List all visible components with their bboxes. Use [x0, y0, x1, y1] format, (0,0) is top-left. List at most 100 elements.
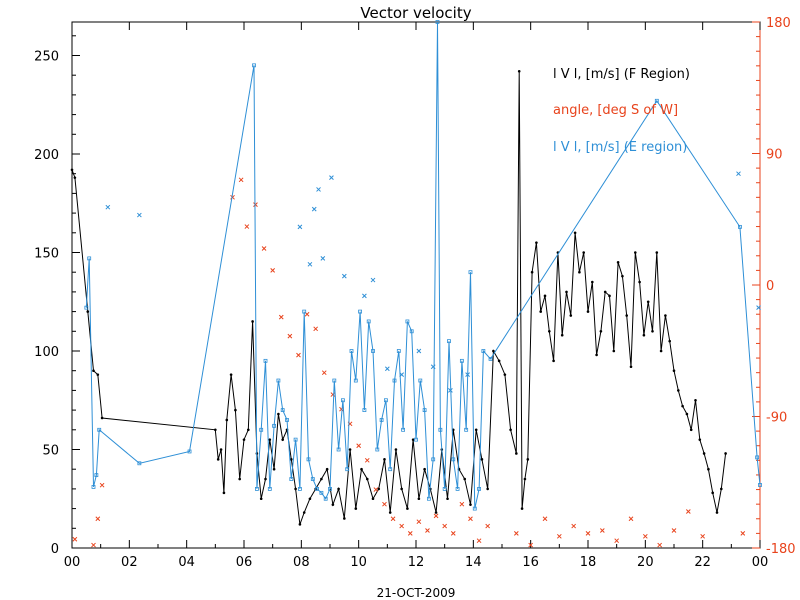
angle-marker	[95, 516, 101, 522]
series-point	[400, 487, 403, 491]
series-point	[73, 176, 77, 179]
series-point	[219, 448, 223, 451]
angle-marker	[476, 538, 482, 544]
series-point	[654, 98, 659, 103]
series-point	[418, 378, 423, 383]
y-tick-label: 50	[42, 443, 59, 458]
series-point	[565, 290, 568, 294]
series-point	[323, 496, 328, 501]
series-point	[523, 477, 527, 481]
series-point	[472, 506, 477, 511]
axis-ticks: 00 02 04 06 08 10 12 14 16 18 20 22 0005010015020025…	[34, 16, 795, 570]
y-tick-label: 200	[34, 148, 59, 163]
angle-marker	[450, 531, 456, 536]
series-point	[281, 438, 285, 441]
series-point	[625, 314, 628, 317]
series-point	[252, 63, 256, 68]
angle-marker	[657, 542, 663, 548]
series-point	[365, 477, 369, 481]
series-point	[377, 487, 381, 491]
series-point	[229, 373, 233, 376]
series-point	[254, 486, 259, 491]
angle-marker	[399, 523, 405, 529]
angle-marker	[459, 501, 465, 507]
y2-tick-label: 90	[766, 148, 783, 163]
series-point	[595, 353, 598, 357]
series-point	[463, 477, 467, 481]
series-point	[388, 511, 392, 514]
series-point	[480, 458, 484, 461]
x-tick-label: 22	[694, 555, 711, 570]
e-region-marker	[341, 273, 347, 279]
series-point	[621, 274, 624, 278]
series-point	[481, 349, 486, 353]
series-point	[755, 455, 760, 460]
series-point	[446, 497, 449, 501]
angle-marker	[313, 326, 319, 332]
series-point	[264, 477, 267, 481]
series-line	[71, 71, 727, 525]
e-region-marker	[430, 364, 436, 370]
series-point	[591, 280, 594, 284]
angle-marker	[628, 516, 634, 522]
e-region-marker	[329, 175, 334, 180]
angle-marker	[700, 533, 706, 539]
series-point	[497, 359, 501, 363]
series-point	[616, 261, 620, 264]
series-point	[715, 511, 719, 514]
series-point	[464, 427, 469, 432]
series-point	[503, 373, 507, 376]
x-tick-label: 08	[293, 555, 310, 570]
series-point	[642, 333, 646, 337]
series-point	[447, 339, 451, 344]
angle-marker	[356, 443, 362, 449]
angle-marker	[585, 531, 591, 536]
series-point	[251, 320, 254, 323]
legend-angle: angle, [deg S of W]	[553, 103, 678, 118]
series-point	[242, 438, 246, 441]
series-point	[396, 349, 401, 353]
series-point	[394, 448, 398, 451]
y-tick-label: 100	[34, 345, 59, 360]
series-point	[259, 497, 263, 501]
e-region-marker	[448, 388, 453, 393]
y-tick-label: 0	[51, 542, 59, 557]
series-point	[438, 427, 443, 432]
series-point	[96, 373, 100, 376]
y-tick-label: 250	[34, 49, 59, 64]
series-point	[86, 310, 90, 313]
series-point	[100, 416, 104, 420]
series-point	[638, 280, 641, 284]
series-point	[578, 270, 581, 274]
y2-tick-label: 180	[766, 16, 791, 31]
series-point	[97, 427, 102, 432]
e-region-marker	[399, 372, 405, 377]
series-point	[94, 473, 99, 478]
angle-marker	[485, 523, 491, 529]
angle-marker	[253, 202, 258, 207]
x-tick-label: 02	[121, 555, 138, 570]
series-point	[720, 487, 723, 491]
e-region-marker	[105, 204, 111, 210]
e-region-markers	[105, 171, 761, 393]
series-point	[668, 339, 671, 343]
series-point	[455, 486, 460, 491]
angle-marker	[740, 531, 746, 536]
x-tick-label: 00	[64, 555, 81, 570]
series-point	[664, 314, 667, 317]
x-tick-label: 00	[752, 555, 769, 570]
x-tick-label: 18	[580, 555, 597, 570]
series-point	[738, 224, 742, 229]
e-region-marker	[756, 305, 761, 311]
y2-tick-label: -90	[766, 411, 787, 426]
angle-marker	[99, 482, 105, 488]
y-tick-label: 150	[34, 246, 59, 261]
series-point	[401, 427, 406, 432]
legend-e-region: l V l, [m/s] (E region)	[553, 140, 687, 155]
series-point	[371, 497, 375, 501]
series-point	[612, 349, 616, 353]
angle-marker	[642, 533, 648, 539]
angle-marker	[287, 333, 293, 339]
series-point	[214, 428, 217, 432]
